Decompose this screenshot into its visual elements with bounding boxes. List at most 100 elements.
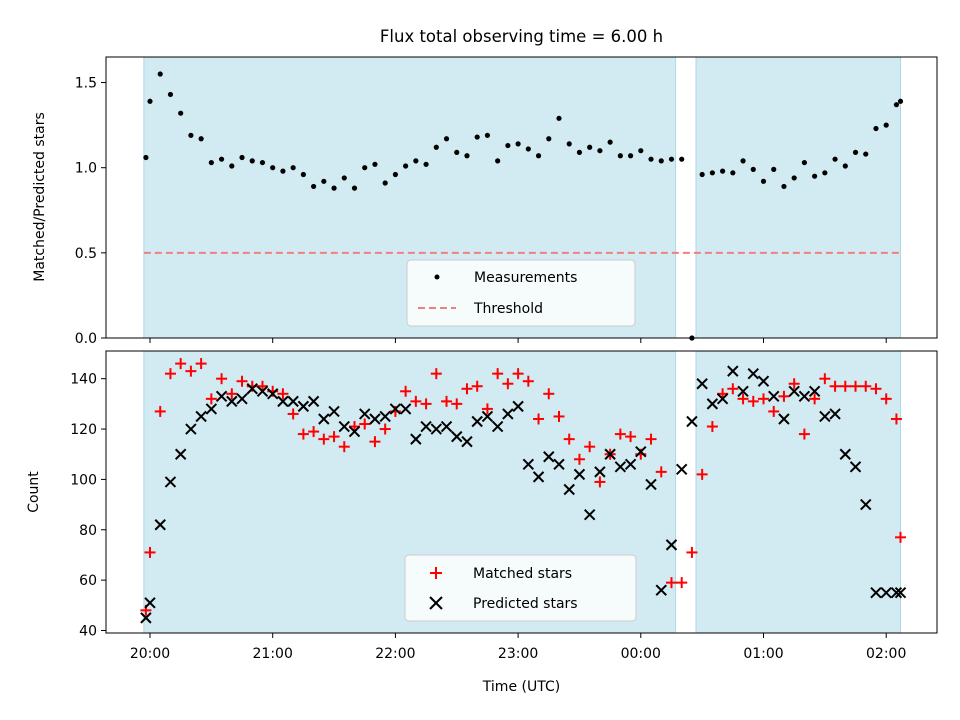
- measurement-point: [341, 175, 347, 181]
- measurement-point: [679, 156, 685, 162]
- measurement-point: [413, 158, 419, 164]
- measurement-point: [474, 134, 480, 140]
- matched-star-point: [461, 383, 473, 395]
- matched-star-point: [195, 358, 207, 370]
- matched-star-point: [758, 393, 769, 405]
- measurement-point: [454, 149, 460, 155]
- predicted-star-point: [502, 408, 514, 420]
- matched-star-point: [154, 405, 166, 417]
- matched-star-point: [665, 577, 677, 589]
- predicted-star-point: [890, 587, 903, 599]
- matched-star-point: [451, 398, 463, 410]
- y-tick-label: 140: [70, 372, 97, 388]
- measurement-point: [525, 146, 531, 152]
- matched-star-point: [400, 385, 412, 397]
- matched-star-point: [543, 388, 555, 400]
- matched-star-point: [819, 373, 831, 385]
- x-tick-label: 20:00: [130, 646, 170, 662]
- x-tick-label: 21:00: [253, 646, 293, 662]
- matched-star-point: [471, 380, 483, 392]
- measurement-point: [566, 141, 572, 147]
- measurement-point: [658, 158, 664, 164]
- predicted-star-point: [788, 385, 800, 397]
- matched-star-point: [686, 546, 698, 558]
- measurement-point: [607, 139, 613, 145]
- measurement-point: [720, 168, 726, 174]
- measurement-point: [505, 142, 511, 149]
- predicted-star-point: [307, 395, 320, 408]
- x-tick-label: 23:00: [498, 646, 538, 662]
- predicted-star-point: [266, 388, 279, 400]
- predicted-star-point: [696, 378, 708, 390]
- matched-star-point: [563, 433, 575, 445]
- matched-star-point: [747, 395, 759, 407]
- predicted-star-point: [757, 375, 770, 387]
- predicted-star-point: [727, 365, 739, 377]
- measurement-point: [198, 136, 204, 142]
- count-legend: Matched stars Predicted stars: [404, 554, 637, 622]
- matched-star-point: [175, 358, 187, 370]
- predicted-star-point: [236, 393, 248, 405]
- predicted-star-point: [829, 408, 841, 420]
- matched-star-point: [522, 375, 534, 387]
- observing-window-2: [695, 56, 902, 339]
- predicted-star-point: [645, 478, 657, 491]
- measurement-point: [403, 163, 409, 169]
- predicted-star-point: [624, 458, 637, 471]
- measurement-point: [627, 153, 634, 159]
- ratio-plot-frame: [105, 56, 938, 339]
- matched-star-point: [553, 410, 565, 422]
- measurement-point: [229, 163, 235, 169]
- predicted-star-point: [471, 415, 483, 428]
- measurement-point: [515, 141, 521, 147]
- matched-star-point: [144, 546, 156, 558]
- predicted-star-point: [226, 395, 238, 408]
- measurement-point: [617, 153, 623, 159]
- measurement-point: [597, 148, 603, 154]
- measurement-point: [760, 178, 767, 184]
- matched-star-point: [614, 428, 626, 440]
- legend-predicted-label: Predicted stars: [473, 596, 578, 612]
- predicted-star-point: [543, 451, 555, 463]
- measurement-point: [897, 98, 904, 104]
- predicted-star-point: [481, 410, 494, 423]
- matched-star-point: [328, 431, 340, 443]
- y-tick-label: 80: [79, 523, 97, 539]
- legend-measurement-label: Measurements: [474, 270, 577, 286]
- measurement-point: [157, 71, 163, 77]
- predicted-star-point: [420, 420, 432, 433]
- predicted-star-point: [328, 405, 340, 418]
- measurement-point: [648, 156, 654, 162]
- matched-star-point: [502, 378, 514, 390]
- count-plot-frame: [105, 350, 938, 634]
- y-tick-label: 0.0: [75, 331, 97, 347]
- predicted-star-point: [675, 463, 688, 476]
- count-legend-box: [404, 554, 637, 622]
- predicted-star-point: [594, 466, 606, 478]
- matched-star-point: [369, 436, 381, 448]
- predicted-star-point: [665, 539, 678, 551]
- measurement-point: [791, 175, 797, 181]
- measurement-point: [443, 136, 450, 142]
- measurement-point: [147, 98, 153, 104]
- measurement-point: [730, 170, 736, 176]
- measurement-point: [372, 161, 378, 167]
- predicted-star-point: [154, 519, 166, 531]
- matched-star-point: [308, 426, 320, 438]
- matched-star-point: [850, 380, 862, 392]
- predicted-star-point: [747, 367, 759, 380]
- measurement-point: [311, 183, 317, 190]
- predicted-star-point: [256, 385, 269, 397]
- predicted-star-point: [604, 448, 616, 460]
- x-axis-label: Time (UTC): [482, 679, 560, 695]
- predicted-star-point: [277, 395, 289, 408]
- x-tick-label: 22:00: [375, 646, 415, 662]
- matched-star-point: [481, 403, 493, 415]
- predicted-star-point: [451, 430, 463, 443]
- predicted-star-point: [686, 415, 698, 428]
- y-tick-label: 40: [79, 623, 97, 639]
- measurement-point: [280, 168, 286, 174]
- count-panel: 40 60 80 100 120 140 20:00 21:00 22:00 23:00 00:0…: [26, 350, 938, 695]
- measurement-point: [351, 185, 358, 191]
- predicted-star-point: [399, 403, 412, 415]
